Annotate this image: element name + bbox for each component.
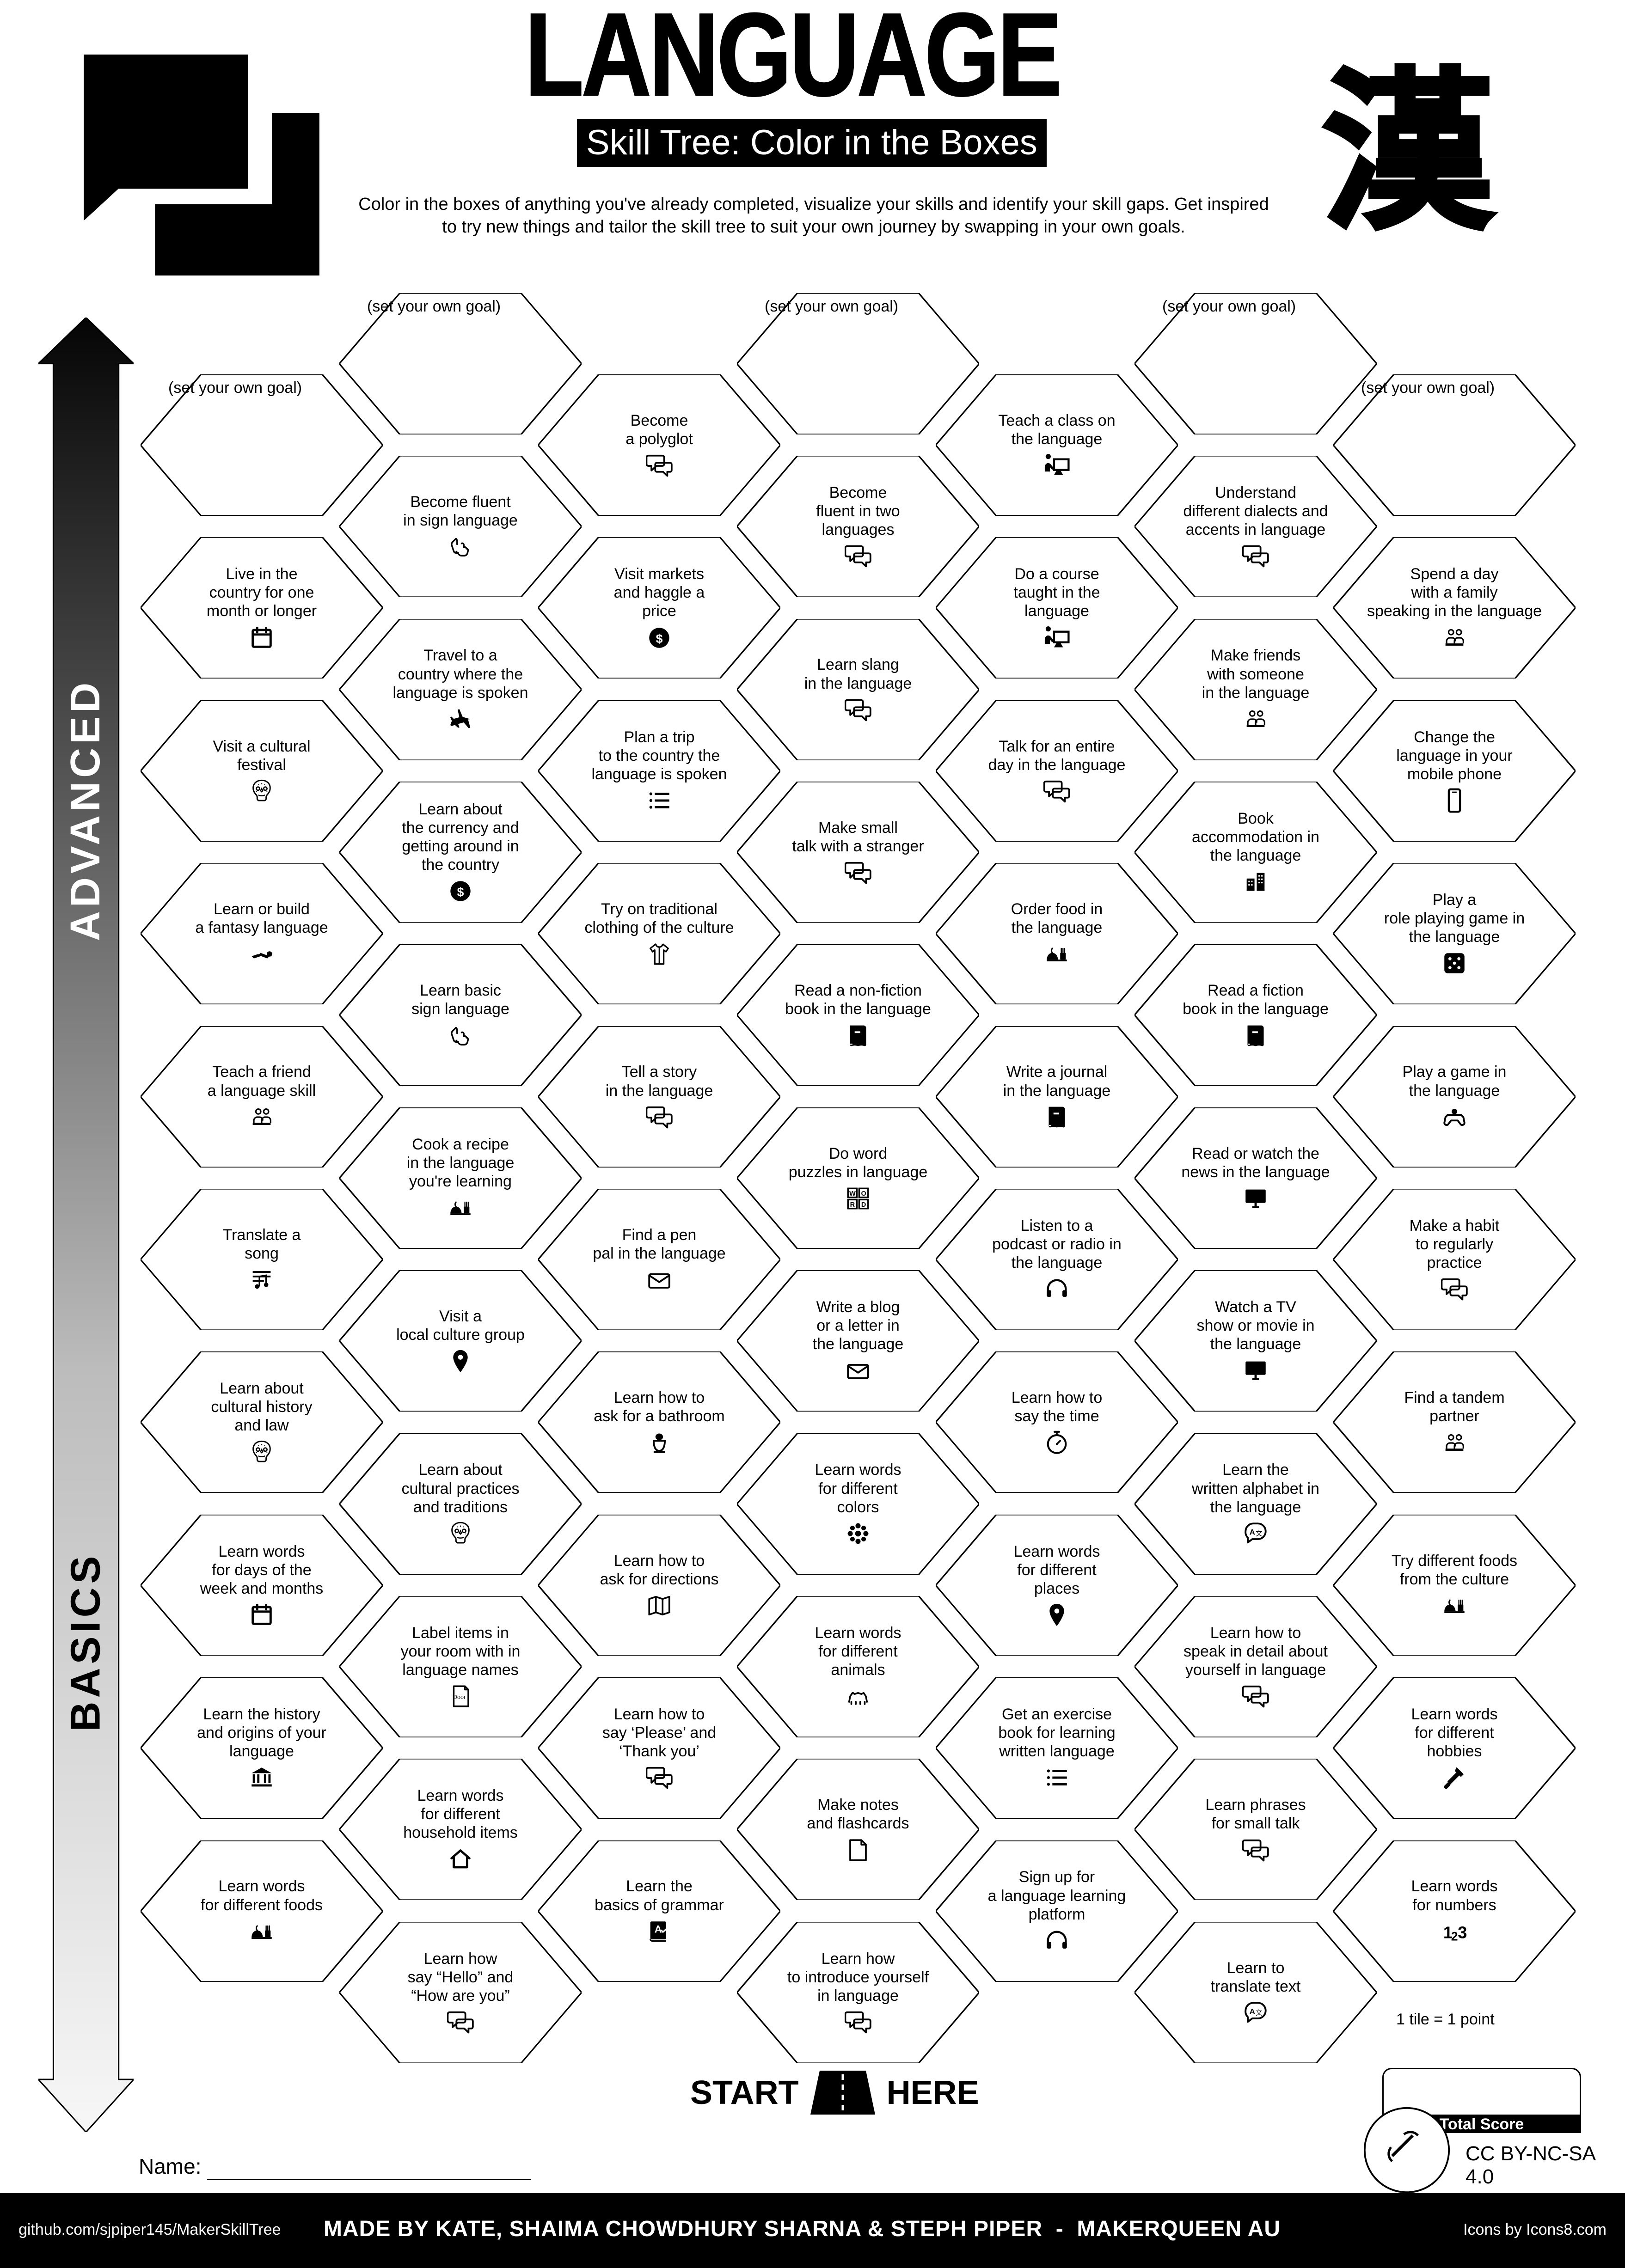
svg-text:$: $ bbox=[656, 631, 663, 645]
svg-text:3: 3 bbox=[1458, 1923, 1467, 1942]
svg-text:A: A bbox=[655, 1923, 662, 1935]
svg-text:A: A bbox=[1250, 2007, 1255, 2016]
svg-text:文: 文 bbox=[1256, 2009, 1263, 2017]
svg-text:Door: Door bbox=[453, 1694, 466, 1700]
svg-text:2: 2 bbox=[1451, 1929, 1458, 1943]
svg-text:W: W bbox=[849, 1190, 856, 1198]
svg-text:$: $ bbox=[457, 885, 464, 899]
svg-text:O: O bbox=[861, 1190, 866, 1198]
svg-text:文: 文 bbox=[1256, 1530, 1263, 1538]
svg-text:R: R bbox=[850, 1201, 855, 1209]
svg-text:A: A bbox=[1250, 1528, 1255, 1536]
svg-text:D: D bbox=[861, 1201, 866, 1209]
